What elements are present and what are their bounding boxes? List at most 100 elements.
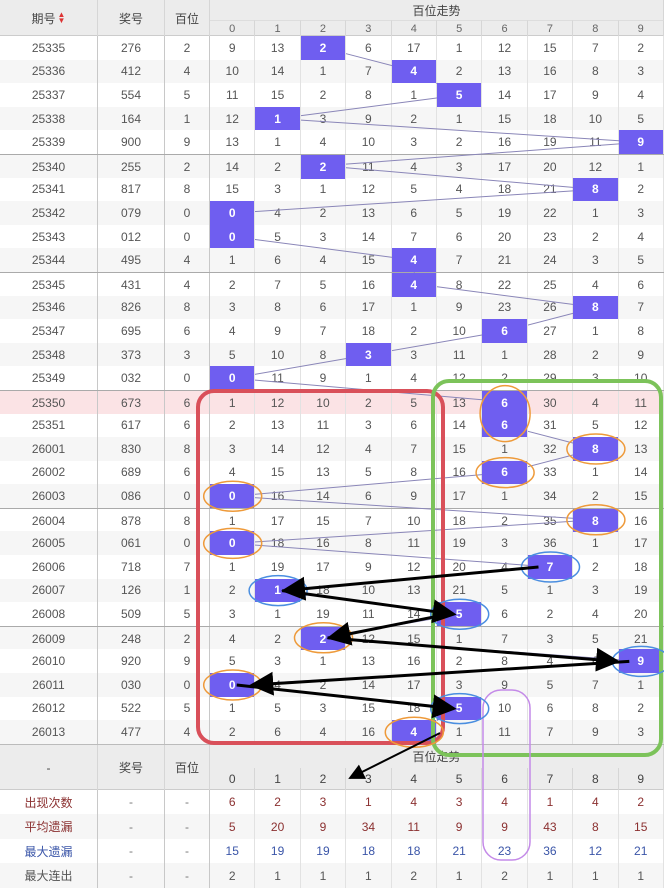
miss-cell: 5 <box>210 342 256 367</box>
stat-hundreds: - <box>165 838 210 864</box>
table-row: 25335 276 2 9 13 2 6 17 1 12 15 7 2 <box>0 36 664 60</box>
miss-cell: 5 <box>301 272 347 297</box>
miss-cell: 23 <box>482 295 528 320</box>
hit-cell: 1 <box>255 578 301 603</box>
digit-header: 6 <box>482 20 528 36</box>
miss-cell: 35 <box>528 508 574 533</box>
issue-cell: 25344 <box>0 248 98 272</box>
miss-cell: 7 <box>392 224 437 249</box>
miss-cell: 14 <box>255 59 301 84</box>
miss-cell: 15 <box>437 437 483 461</box>
table-row: 25341 817 8 15 3 1 12 5 4 18 21 8 2 <box>0 177 664 202</box>
miss-cell: 2 <box>210 272 256 297</box>
prize-cell: 826 <box>98 295 165 320</box>
hundreds-cell: 9 <box>165 130 210 154</box>
miss-cell: 1 <box>392 83 437 107</box>
hundreds-cell: 0 <box>165 201 210 225</box>
miss-cell: 16 <box>528 59 574 84</box>
miss-cell: 32 <box>528 437 574 461</box>
miss-cell: 7 <box>346 508 392 533</box>
footer-digit-header: 6 <box>482 767 528 791</box>
miss-cell: 11 <box>482 720 528 744</box>
miss-cell: 15 <box>301 508 347 533</box>
miss-cell: 2 <box>619 177 664 202</box>
miss-cell: 10 <box>482 696 528 721</box>
issue-cell: 26011 <box>0 673 98 697</box>
miss-cell: 6 <box>437 224 483 249</box>
table-row: 25344 495 4 1 6 4 15 4 7 21 24 3 5 <box>0 248 664 272</box>
miss-cell: 8 <box>437 272 483 297</box>
miss-cell: 3 <box>301 696 347 721</box>
miss-cell: 7 <box>619 295 664 320</box>
miss-cell: 1 <box>210 696 256 721</box>
miss-cell: 7 <box>482 626 528 651</box>
hundreds-cell: 2 <box>165 36 210 60</box>
footer-digit-header: 4 <box>392 767 437 791</box>
issue-cell: 25340 <box>0 154 98 179</box>
miss-cell: 31 <box>528 413 574 438</box>
issue-cell: 26002 <box>0 460 98 485</box>
miss-cell: 1 <box>437 106 483 131</box>
hit-cell: 0 <box>210 224 256 249</box>
miss-cell: 5 <box>573 626 619 651</box>
miss-cell: 13 <box>346 201 392 225</box>
miss-cell: 3 <box>437 673 483 697</box>
prize-cell: 817 <box>98 177 165 202</box>
miss-cell: 1 <box>619 673 664 697</box>
miss-cell: 6 <box>346 484 392 508</box>
hit-cell: 0 <box>210 366 256 390</box>
hundreds-cell: 1 <box>165 578 210 603</box>
miss-cell: 14 <box>210 154 256 179</box>
stat-value: 18 <box>346 838 392 864</box>
miss-cell: 3 <box>346 413 392 438</box>
hit-cell: 0 <box>210 673 256 697</box>
miss-cell: 4 <box>210 319 256 343</box>
hit-cell: 4 <box>391 272 437 297</box>
miss-cell: 2 <box>573 484 619 508</box>
stat-value: 15 <box>619 814 664 839</box>
prize-cell: 554 <box>98 83 165 107</box>
stat-value: 2 <box>619 789 664 815</box>
miss-cell: 12 <box>437 366 483 390</box>
miss-cell: 4 <box>301 720 347 744</box>
prize-cell: 126 <box>98 578 165 603</box>
hundreds-cell: 0 <box>165 673 210 697</box>
miss-cell: 1 <box>437 626 483 651</box>
miss-cell: 1 <box>573 319 619 343</box>
miss-cell: 16 <box>255 484 301 508</box>
miss-cell: 2 <box>482 508 528 533</box>
miss-cell: 4 <box>437 177 483 202</box>
sort-icon[interactable]: ▲ ▼ <box>57 10 66 25</box>
miss-cell: 5 <box>528 673 574 697</box>
miss-cell: 4 <box>301 130 347 154</box>
miss-cell: 3 <box>619 720 664 744</box>
miss-cell: 11 <box>573 130 619 154</box>
miss-cell: 29 <box>528 366 574 390</box>
miss-cell: 7 <box>301 319 347 343</box>
hundreds-cell: 3 <box>165 342 210 367</box>
miss-cell: 1 <box>301 177 347 202</box>
miss-cell: 20 <box>528 154 574 179</box>
miss-cell: 8 <box>346 83 392 107</box>
miss-cell: 6 <box>482 602 528 626</box>
hit-cell: 0 <box>210 201 256 225</box>
prize-cell: 012 <box>98 224 165 249</box>
stat-value: 6 <box>210 789 256 815</box>
issue-cell: 25348 <box>0 342 98 367</box>
miss-cell: 2 <box>255 626 301 651</box>
miss-cell: 3 <box>210 602 256 626</box>
miss-cell: 7 <box>392 437 437 461</box>
issue-cell: 25341 <box>0 177 98 202</box>
prize-cell: 509 <box>98 602 165 626</box>
stat-value: 1 <box>619 863 664 888</box>
stat-value: 2 <box>255 789 301 815</box>
digit-header: 2 <box>300 20 347 36</box>
hundreds-cell: 8 <box>165 437 210 461</box>
miss-cell: 15 <box>255 83 301 107</box>
column-header-issue[interactable]: 期号 ▲ ▼ <box>0 0 98 36</box>
miss-cell: 17 <box>392 673 437 697</box>
stat-hundreds: - <box>165 863 210 888</box>
stat-value: 21 <box>437 838 483 864</box>
stat-value: 1 <box>255 863 301 888</box>
